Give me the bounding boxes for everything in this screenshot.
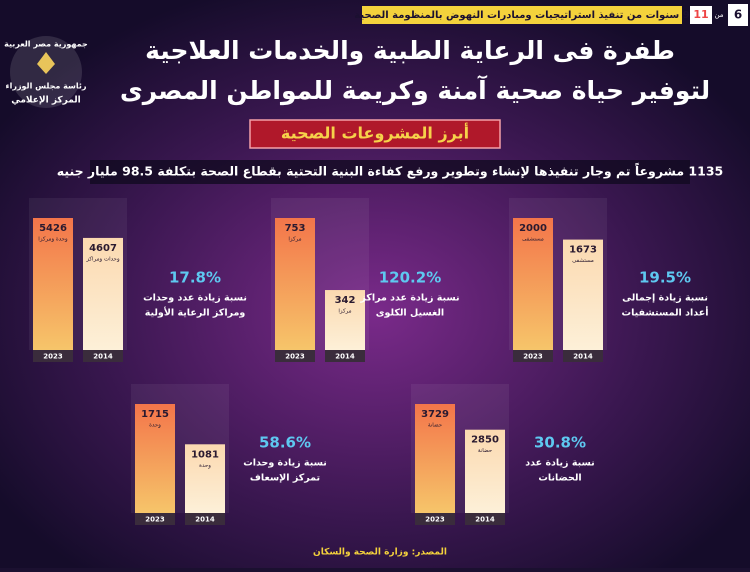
description: نسبة زيادة عدد مراكز: [359, 293, 459, 304]
bar: [185, 444, 225, 513]
source: المصدر: وزارة الصحة والسكان: [313, 548, 447, 558]
x-tick-label: 2023: [145, 516, 165, 524]
x-tick-label: 2023: [285, 353, 305, 361]
bar: [513, 218, 553, 350]
year-box: [563, 350, 603, 362]
x-tick-label: 2023: [425, 516, 445, 524]
year-box: [415, 513, 455, 525]
banner-box: [249, 119, 501, 149]
x-tick-label: 2014: [475, 516, 495, 524]
value-label: 1673: [569, 245, 597, 256]
page-box: [690, 6, 712, 24]
change-percent: 58.6%: [259, 434, 311, 452]
description: نسبة زيادة إجمالى: [622, 293, 708, 304]
description: أعداد المستشفيات: [622, 306, 709, 319]
value-label: 1081: [191, 449, 219, 460]
x-tick-label: 2014: [93, 353, 113, 361]
banner: أبرز المشروعات الصحية: [281, 123, 469, 143]
page-box: [728, 4, 748, 26]
logo-text: جمهورية مصر العربية: [4, 40, 88, 49]
page-of: من: [714, 11, 723, 19]
bar: [33, 218, 73, 350]
bar: [135, 404, 175, 513]
page-current: 6: [734, 8, 742, 22]
change-percent: 17.8%: [169, 269, 221, 287]
description: الحضانات: [538, 473, 581, 484]
description: الغسيل الكلوى: [376, 308, 444, 319]
title: لتوفير حياة صحية آمنة وكريمة للمواطن الم…: [120, 75, 710, 106]
bar: [83, 237, 123, 350]
value-label: 5426: [39, 223, 67, 234]
subtitle-box: [90, 160, 690, 184]
page-total: 11: [693, 8, 708, 21]
logo-text: رئاسة مجلس الوزراء: [6, 82, 87, 92]
year-box: [275, 350, 315, 362]
description: نسبة زيادة عدد: [525, 458, 594, 469]
unit-label: وحدة ومركزا: [38, 236, 68, 243]
value-label: 753: [285, 223, 306, 234]
description: تمركز الإسعاف: [250, 473, 320, 484]
bar: [465, 429, 505, 513]
year-box: [135, 513, 175, 525]
year-box: [325, 350, 365, 362]
description: ومراكز الرعاية الأولية: [145, 307, 246, 319]
value-label: 3729: [421, 409, 449, 420]
value-label: 4607: [89, 243, 117, 254]
charts: 2000 مستشفى 2023 1673 مستشفى 2014 19.5% نسبة زي…: [29, 198, 708, 525]
unit-label: حضانة: [428, 423, 442, 429]
x-tick-label: 2014: [573, 353, 593, 361]
bar: [563, 239, 603, 350]
year-box: [83, 350, 123, 362]
change-percent: 120.2%: [379, 269, 441, 287]
x-tick-label: 2014: [335, 353, 355, 361]
header-badge: [362, 6, 682, 24]
change-percent: 30.8%: [534, 434, 586, 452]
value-label: 2850: [471, 435, 499, 446]
logo-text: المركز الإعلامي: [11, 96, 81, 106]
bar: [415, 404, 455, 513]
logo-eagle: [37, 52, 55, 74]
title: طفرة فى الرعاية الطبية والخدمات العلاجية: [145, 36, 675, 66]
value-label: 1715: [141, 409, 169, 420]
unit-label: مستشفى: [572, 258, 594, 264]
description: نسبة زيادة وحدات: [243, 458, 327, 469]
bar: [275, 218, 315, 350]
unit-label: وحدة: [199, 463, 211, 469]
year-box: [465, 513, 505, 525]
year-box: [185, 513, 225, 525]
header-text: 9 سنوات من تنفيذ استراتيجيات ومبادرات ال…: [354, 10, 689, 21]
year-box: [513, 350, 553, 362]
unit-label: حضانة: [478, 448, 492, 454]
value-label: 2000: [519, 223, 547, 234]
subtitle: 1135 مشروعاً تم وجار تنفيذها لإنشاء وتطو…: [57, 162, 723, 179]
unit-label: وحدة: [149, 423, 161, 429]
bar: [325, 290, 365, 350]
value-label: 342: [335, 295, 356, 306]
unit-label: مستشفى: [522, 237, 544, 243]
unit-label: وحدات ومراكز: [85, 255, 120, 262]
unit-label: مركزا: [338, 308, 351, 315]
description: نسبة زيادة عدد وحدات: [143, 293, 247, 304]
x-tick-label: 2023: [43, 353, 63, 361]
unit-label: مركزا: [288, 236, 301, 243]
x-tick-label: 2014: [195, 516, 215, 524]
x-tick-label: 2023: [523, 353, 543, 361]
change-percent: 19.5%: [639, 269, 691, 287]
year-box: [33, 350, 73, 362]
